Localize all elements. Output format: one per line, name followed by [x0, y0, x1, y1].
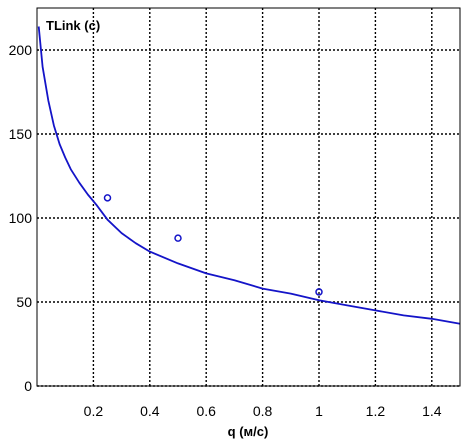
y-tick-label: 50 [16, 294, 32, 310]
x-tick-label: 0.8 [253, 403, 273, 419]
grid [37, 8, 460, 387]
y-tick-label: 0 [24, 378, 32, 394]
y-tick-label: 150 [9, 126, 33, 142]
data-point-marker [103, 194, 112, 202]
series-layer [37, 26, 461, 325]
data-point-marker [315, 288, 323, 296]
x-tick-label: 0.2 [84, 403, 104, 419]
y-tick-labels: 0 50 100 150 200 [9, 42, 33, 394]
fit-curve-line [37, 26, 461, 325]
y-tick-label: 200 [9, 42, 33, 58]
chart-title: TLink (c) [46, 18, 100, 33]
x-tick-label: 1 [315, 403, 323, 419]
x-axis-label: q (м/с) [228, 424, 269, 439]
y-tick-label: 100 [9, 210, 33, 226]
x-tick-labels: 0.2 0.4 0.6 0.8 1 1.2 1.4 [84, 403, 442, 419]
x-tick-label: 0.4 [140, 403, 160, 419]
x-tick-label: 0.6 [196, 403, 216, 419]
plot-frame [36, 7, 461, 387]
data-point-marker [174, 234, 182, 242]
x-tick-label: 1.4 [422, 403, 442, 419]
x-tick-label: 1.2 [366, 403, 386, 419]
